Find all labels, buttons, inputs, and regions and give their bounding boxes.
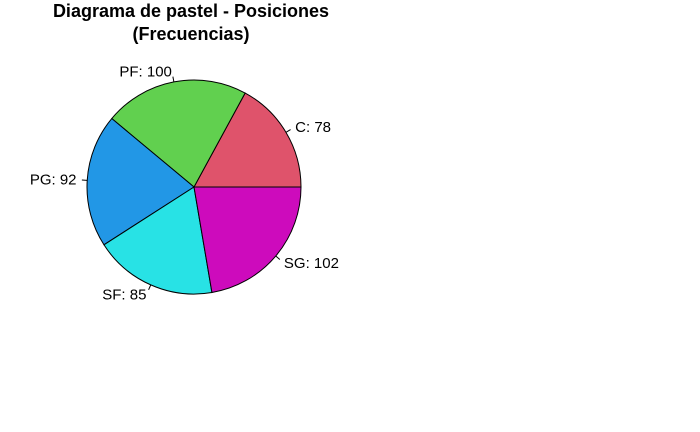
label-leader-line (285, 129, 291, 133)
label-leader-line (172, 76, 175, 83)
pie-slice-label: C: 78 (295, 119, 331, 136)
pie-slice-pg (86, 117, 195, 246)
chart-title-line-1: Diagrama de pastel - Posiciones (53, 1, 329, 21)
pie-slice-sf (103, 186, 213, 295)
pie-slice-sg (193, 186, 302, 294)
label-leader-line (148, 284, 152, 290)
pie-slice-label: SG: 102 (284, 255, 339, 272)
label-leader-line (275, 255, 281, 260)
pie-labels: C: 78 PF: 100 PG: 92 SF: 85 SG: 102 (30, 63, 339, 303)
chart-title-line-2: (Frecuencias) (132, 24, 249, 44)
pie-slices (86, 79, 302, 295)
pie-slice-label: SF: 85 (102, 287, 146, 304)
pie-slice-label: PF: 100 (119, 63, 172, 80)
pie-slice-label: PG: 92 (30, 172, 77, 189)
